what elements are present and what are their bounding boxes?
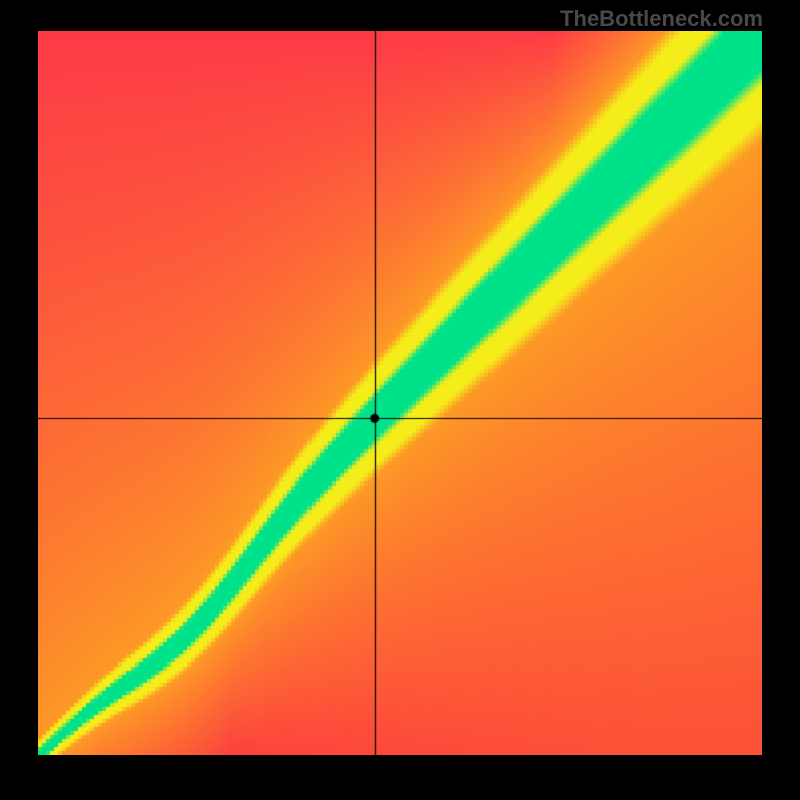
watermark-text: TheBottleneck.com <box>560 6 763 32</box>
bottleneck-heatmap <box>38 31 762 755</box>
chart-container: TheBottleneck.com <box>0 0 800 800</box>
